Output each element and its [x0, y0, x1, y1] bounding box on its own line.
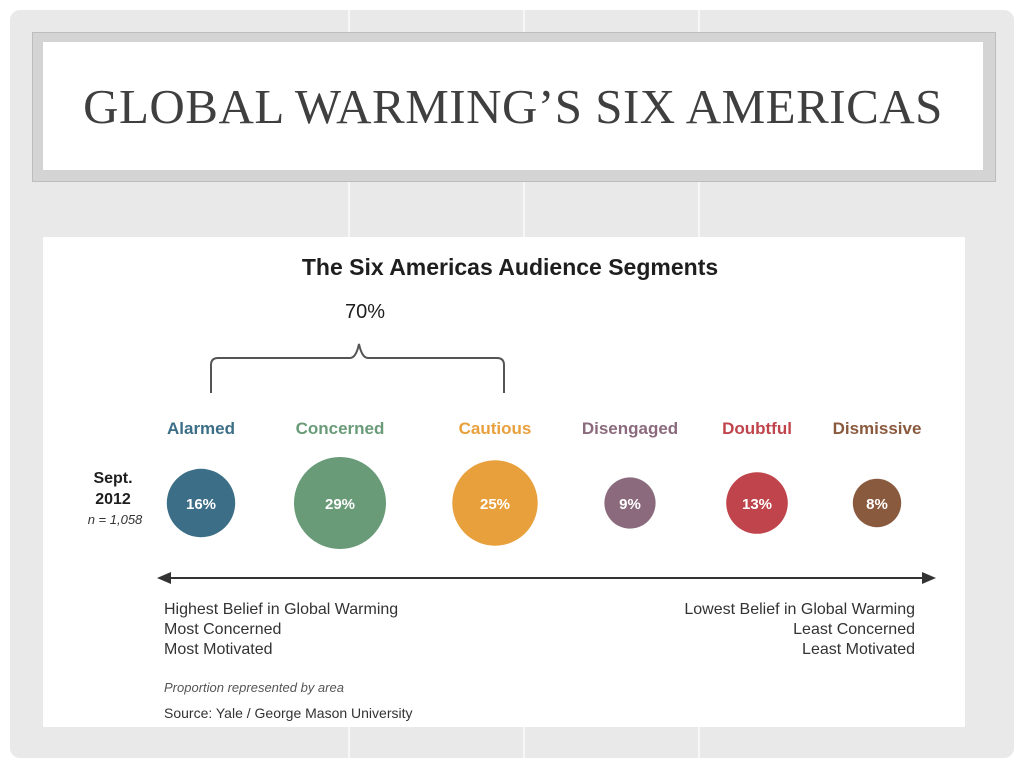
- title-box: GLOBAL WARMING’S SIX AMERICAS: [43, 42, 983, 170]
- bubble-value-doubtful: 13%: [742, 496, 772, 513]
- bubble-value-dismissive: 8%: [866, 496, 888, 513]
- segment-label-disengaged: Disengaged: [582, 419, 678, 438]
- sample-size-label: n = 1,058: [88, 512, 143, 527]
- bubble-alarmed: [166, 468, 236, 538]
- period-label-line-1: Sept.: [93, 470, 132, 487]
- bubble-labels: 16% 29% 25% 9% 13% 8%: [186, 496, 888, 513]
- axis-right-line-2: Least Concerned: [793, 621, 915, 638]
- title-frame: GLOBAL WARMING’S SIX AMERICAS: [32, 32, 996, 182]
- bubble-chart: The Six Americas Audience Segments 70% A…: [88, 254, 936, 721]
- segment-label-dismissive: Dismissive: [833, 419, 922, 438]
- bubble-doubtful: [726, 472, 788, 534]
- segment-labels: Alarmed Concerned Cautious Disengaged Doubtf…: [167, 419, 921, 438]
- axis-right-line-1: Lowest Belief in Global Warming: [684, 601, 915, 618]
- bubble-dismissive: [852, 478, 902, 528]
- bubble-value-cautious: 25%: [480, 496, 510, 513]
- bubble-value-alarmed: 16%: [186, 496, 216, 513]
- axis-left-line-3: Most Motivated: [164, 641, 272, 658]
- bubble-value-disengaged: 9%: [619, 496, 641, 513]
- segment-label-concerned: Concerned: [296, 419, 385, 438]
- period-label-line-2: 2012: [95, 491, 131, 508]
- axis-left-line-2: Most Concerned: [164, 621, 281, 638]
- segment-label-cautious: Cautious: [459, 419, 532, 438]
- source-note: Source: Yale / George Mason University: [164, 705, 413, 721]
- slide-background: GLOBAL WARMING’S SIX AMERICAS The Six Am…: [10, 10, 1014, 758]
- axis-left-line-1: Highest Belief in Global Warming: [164, 601, 398, 618]
- segment-label-doubtful: Doubtful: [722, 419, 792, 438]
- area-note: Proportion represented by area: [164, 680, 344, 695]
- group-brace: [210, 343, 505, 393]
- bubble-concerned: [294, 457, 386, 549]
- belief-axis-arrow: [157, 572, 936, 584]
- segment-label-alarmed: Alarmed: [167, 419, 235, 438]
- chart-card: The Six Americas Audience Segments 70% A…: [43, 237, 965, 727]
- slide-title: GLOBAL WARMING’S SIX AMERICAS: [83, 78, 943, 134]
- bubbles: [166, 457, 902, 549]
- chart-title: The Six Americas Audience Segments: [302, 254, 718, 280]
- axis-right-line-3: Least Motivated: [802, 641, 915, 658]
- bubble-cautious: [452, 460, 538, 546]
- group-percentage-label: 70%: [345, 301, 385, 323]
- bubble-disengaged: [604, 477, 656, 529]
- bubble-value-concerned: 29%: [325, 496, 355, 513]
